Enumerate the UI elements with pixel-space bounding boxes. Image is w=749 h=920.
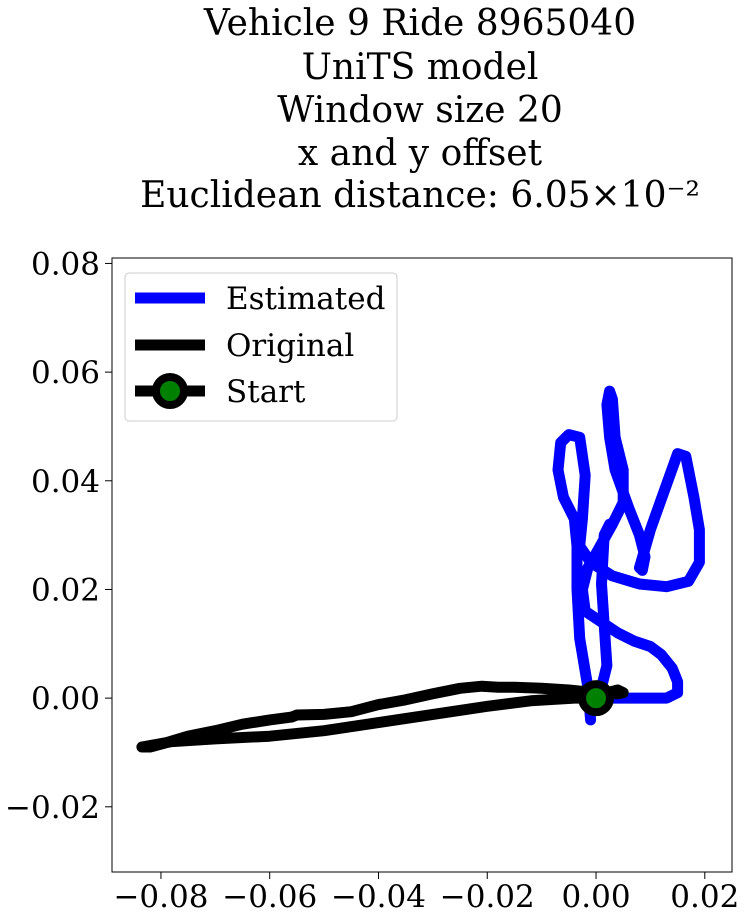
legend: Estimated Original Start [124,272,398,422]
y-axis-ticks: −0.02 0.00 0.02 0.04 0.06 0.08 [5,246,112,826]
series-line-original [136,680,629,753]
y-tick-label: −0.02 [5,790,100,826]
title-line-4: x and y offset [298,133,543,174]
y-tick-label: 0.04 [31,464,100,500]
x-tick-label: −0.04 [331,879,426,915]
title-line-5: Euclidean distance: 6.05×10⁻² [140,175,700,216]
x-tick-label: −0.02 [440,879,535,915]
legend-label-original: Original [226,328,354,364]
legend-label-start: Start [226,374,306,410]
title-line-3: Window size 20 [277,90,563,131]
legend-marker-start [152,373,188,409]
x-tick-label: −0.08 [113,879,208,915]
start-layer [578,680,615,717]
title-line-1: Vehicle 9 Ride 8965040 [203,3,636,44]
series-layer [136,385,705,753]
title-line-2: UniTS model [302,47,539,88]
series-line-estimated [552,385,705,726]
x-axis-ticks: −0.08 −0.06 −0.04 −0.02 0.00 0.02 [113,872,739,915]
y-tick-label: 0.06 [31,355,100,391]
axes-frame [111,257,733,873]
legend-box [124,272,398,422]
x-tick-label: 0.00 [562,879,631,915]
y-tick-label: 0.08 [31,246,100,282]
y-tick-label: 0.02 [31,572,100,608]
x-tick-label: 0.02 [670,879,739,915]
y-tick-label: 0.00 [31,681,100,717]
x-tick-label: −0.06 [222,879,317,915]
chart-title: Vehicle 9 Ride 8965040 UniTS model Windo… [140,3,700,216]
start-marker [578,680,615,717]
legend-label-estimated: Estimated [226,281,385,317]
